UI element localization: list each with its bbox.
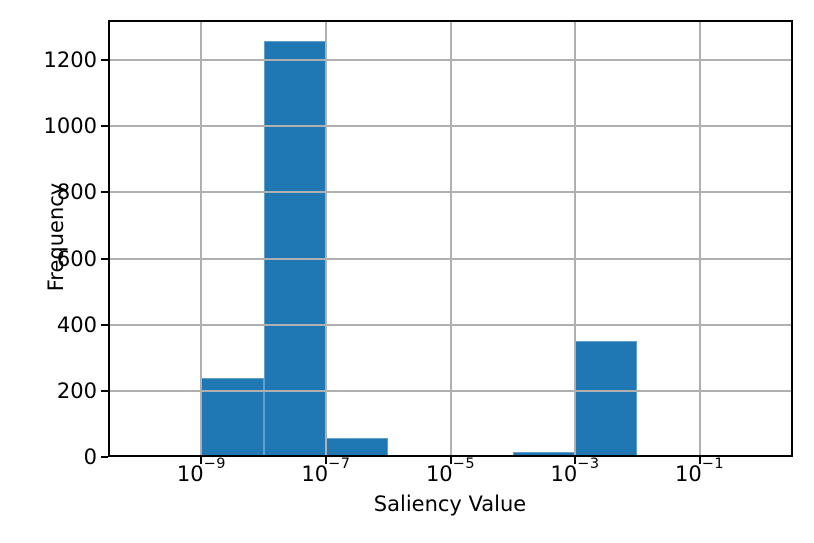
- y-tick-label: 600: [56, 246, 97, 271]
- x-tick-mark: [574, 457, 577, 464]
- histogram-bar: [575, 340, 638, 457]
- x-tick-label: 10−7: [301, 455, 351, 486]
- x-axis-label: Saliency Value: [373, 492, 527, 516]
- y-tick-mark: [101, 191, 108, 194]
- gridline-vertical: [449, 20, 452, 457]
- gridline-vertical: [324, 20, 327, 457]
- y-tick-label: 200: [56, 378, 97, 403]
- y-tick-label: 1200: [43, 48, 97, 73]
- y-tick-label: 400: [56, 312, 97, 337]
- y-tick-label: 1000: [43, 114, 97, 139]
- x-tick-label: 10−1: [675, 455, 725, 486]
- y-tick-mark: [101, 389, 108, 392]
- histogram-bar: [263, 40, 326, 457]
- x-tick-label: 10−3: [550, 455, 600, 486]
- x-tick-label: 10−5: [425, 455, 476, 486]
- grid-layer: [108, 20, 793, 457]
- y-axis-label: Frequency: [44, 182, 68, 292]
- x-tick-label: 10−9: [176, 455, 226, 486]
- y-tick-label: 0: [83, 445, 97, 469]
- x-tick-mark: [698, 457, 701, 464]
- y-tick-mark: [101, 59, 108, 62]
- x-tick-mark: [324, 457, 327, 464]
- plot-area: [108, 20, 793, 457]
- y-tick-mark: [101, 125, 108, 128]
- x-tick-mark: [200, 457, 203, 464]
- y-tick-mark: [101, 257, 108, 260]
- x-tick-mark: [449, 457, 452, 464]
- y-tick-label: 800: [56, 180, 97, 205]
- gridline-vertical: [574, 20, 577, 457]
- gridline-vertical: [698, 20, 701, 457]
- y-tick-mark: [101, 456, 108, 458]
- y-tick-mark: [101, 323, 108, 326]
- bars-layer: [108, 20, 793, 457]
- gridline-vertical: [200, 20, 203, 457]
